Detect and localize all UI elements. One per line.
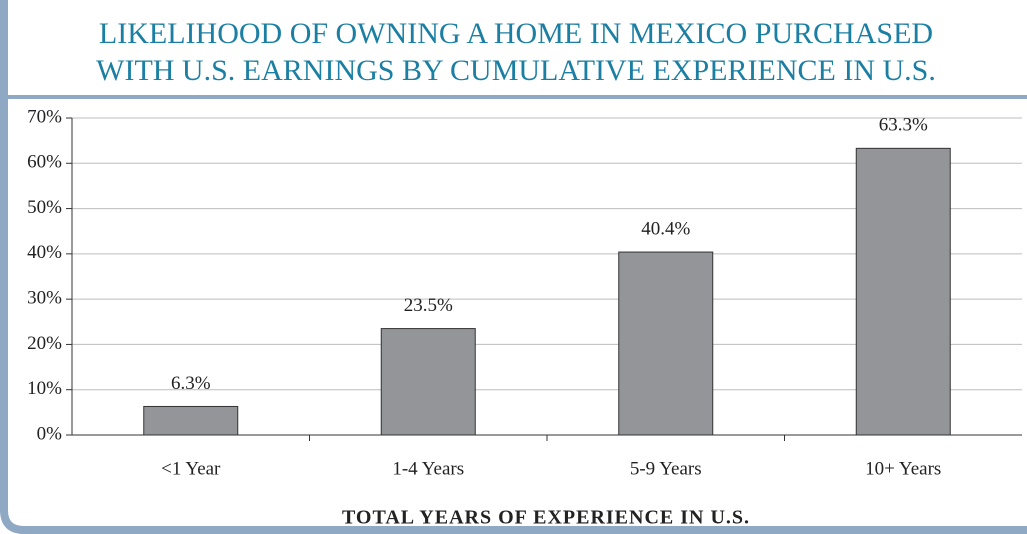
y-tick-label: 60% [27,152,62,173]
y-tick-label: 10% [27,378,62,399]
data-label: 23.5% [404,295,453,316]
y-tick-label: 40% [27,242,62,263]
data-label: 63.3% [879,115,928,136]
chart-title: WITH U.S. EARNINGS BY CUMULATIVE EXPERIE… [96,54,936,87]
data-label: 6.3% [171,373,211,394]
chart-title: LIKELIHOOD OF OWNING A HOME IN MEXICO PU… [99,17,933,50]
y-tick-label: 50% [27,197,62,218]
x-axis-title: TOTAL YEARS OF EXPERIENCE IN U.S. [342,507,750,529]
y-tick-label: 0% [37,423,63,444]
bar [855,147,951,436]
data-label: 40.4% [641,218,690,239]
bar [618,251,714,436]
x-tick-label: 1-4 Years [392,458,464,479]
x-tick-label: 5-9 Years [630,458,702,479]
bar [380,328,476,436]
y-tick-label: 20% [27,333,62,354]
x-tick-label: 10+ Years [865,458,941,479]
x-tick-label: <1 Year [161,458,221,479]
y-tick-label: 70% [27,106,62,127]
y-tick-label: 30% [27,288,62,309]
bar [143,405,239,436]
